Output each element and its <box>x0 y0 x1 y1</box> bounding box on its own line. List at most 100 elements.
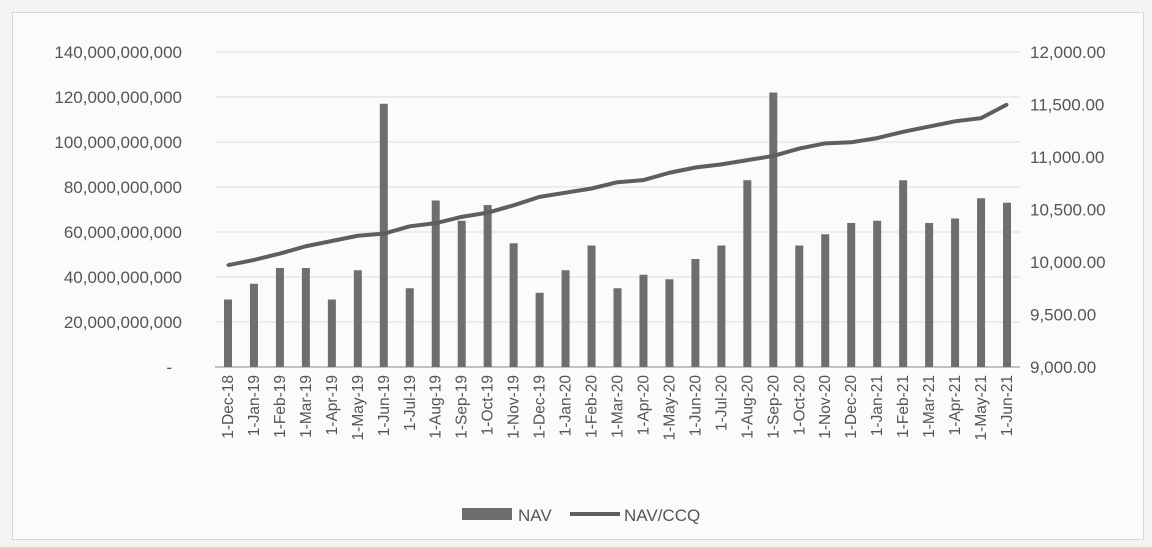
left-tick-label: 120,000,000,000 <box>54 88 182 107</box>
nav-ccq-line <box>226 102 1009 268</box>
nav-bar <box>821 234 830 367</box>
nav-bar <box>1003 202 1012 367</box>
nav-ccq-point <box>564 191 568 195</box>
right-tick-label: 10,000.00 <box>1030 253 1106 272</box>
left-tick-label: 40,000,000,000 <box>64 268 182 287</box>
legend-label-nav-ccq: NAV/CCQ <box>624 506 700 525</box>
nav-ccq-point <box>667 171 671 175</box>
x-tick-label: 1-Jun-19 <box>376 375 393 436</box>
x-tick-label: 1-Apr-19 <box>324 375 341 435</box>
right-tick-label: 9,500.00 <box>1030 306 1096 325</box>
nav-ccq-point <box>460 215 464 219</box>
nav-bar <box>457 220 466 367</box>
nav-bar <box>535 292 544 367</box>
nav-bar <box>301 268 310 367</box>
nav-bar <box>275 268 284 367</box>
nav-ccq-point <box>304 244 308 248</box>
nav-ccq-series-line <box>227 102 1008 268</box>
legend-label-nav: NAV <box>518 506 552 525</box>
x-tick-label: 1-Feb-19 <box>272 375 289 438</box>
x-tick-label: 1-Sep-19 <box>454 375 471 439</box>
nav-bar <box>353 270 362 367</box>
nav-ccq-point <box>901 130 905 134</box>
nav-bar <box>743 180 752 367</box>
x-tick-label: 1-May-21 <box>973 375 990 440</box>
nav-bar <box>925 223 934 367</box>
legend-swatch-nav <box>462 508 512 520</box>
nav-ccq-point <box>1005 103 1009 106</box>
x-tick-label: 1-May-19 <box>350 375 367 440</box>
right-tick-label: 9,000.00 <box>1030 358 1096 377</box>
x-tick-label: 1-Jun-20 <box>687 375 704 437</box>
nav-bars <box>223 92 1012 367</box>
x-axis-labels: 1-Dec-18 1-Jan-19 1-Feb-19 1-Mar-19 1-Apr-19… <box>220 375 1016 441</box>
nav-bar <box>431 200 440 367</box>
nav-bar <box>613 288 622 367</box>
x-tick-label: 1-May-20 <box>661 375 678 441</box>
nav-ccq-point <box>693 166 697 169</box>
x-tick-label: 1-Jul-20 <box>713 375 730 431</box>
left-tick-label: 20,000,000,000 <box>64 313 182 332</box>
right-axis-labels: 9,000.00 9,500.00 10,000.00 10,500.00 11,000… <box>1030 43 1106 377</box>
nav-ccq-point <box>434 221 438 225</box>
nav-ccq-point <box>875 136 879 140</box>
nav-ccq-point <box>719 162 723 166</box>
x-tick-label: 1-Nov-19 <box>506 375 523 439</box>
nav-ccq-point <box>252 258 256 262</box>
nav-bar <box>717 245 726 367</box>
right-tick-label: 11,500.00 <box>1030 96 1104 115</box>
nav-bar <box>483 205 492 367</box>
nav-bar <box>847 223 856 367</box>
nav-bar <box>795 245 804 367</box>
right-tick-label: 11,000.00 <box>1030 148 1104 167</box>
x-tick-label: 1-Apr-20 <box>635 375 652 436</box>
gridlines <box>215 51 1020 368</box>
nav-ccq-point <box>823 141 827 145</box>
left-tick-label: - <box>166 358 172 377</box>
x-tick-label: 1-Dec-19 <box>532 375 549 439</box>
left-tick-label: 100,000,000,000 <box>54 133 182 152</box>
nav-ccq-point <box>745 158 749 162</box>
nav-ccq-point <box>927 125 931 129</box>
x-tick-label: 1-Apr-21 <box>947 375 964 435</box>
x-tick-label: 1-Feb-21 <box>895 375 912 438</box>
nav-bar <box>405 288 414 367</box>
x-tick-label: 1-Mar-20 <box>610 375 627 438</box>
x-tick-label: 1-Oct-20 <box>791 375 808 436</box>
x-tick-label: 1-Sep-20 <box>765 375 782 439</box>
right-tick-label: 12,000.00 <box>1030 43 1106 62</box>
x-tick-label: 1-Jan-21 <box>869 375 886 436</box>
x-tick-label: 1-Aug-20 <box>739 375 756 439</box>
x-tick-label: 1-Jan-19 <box>246 375 263 436</box>
x-tick-label: 1-Jun-21 <box>999 375 1016 436</box>
nav-bar <box>223 299 232 367</box>
nav-bar <box>639 274 648 367</box>
nav-bar <box>327 299 336 367</box>
nav-bar <box>769 92 778 367</box>
nav-bar <box>509 243 518 367</box>
nav-ccq-point <box>278 252 282 256</box>
nav-bar <box>977 198 986 367</box>
x-tick-label: 1-Oct-19 <box>480 375 497 435</box>
x-tick-label: 1-Jul-19 <box>402 375 419 431</box>
nav-bar <box>561 270 570 367</box>
nav-ccq-point <box>953 119 957 123</box>
x-tick-label: 1-Jan-20 <box>558 375 575 437</box>
left-axis-labels: - 20,000,000,000 40,000,000,000 60,000,000,… <box>54 43 182 377</box>
nav-ccq-point <box>382 232 386 236</box>
nav-bar <box>951 218 960 367</box>
nav-bar <box>873 220 882 367</box>
nav-ccq-point <box>356 234 360 238</box>
x-tick-label: 1-Mar-19 <box>298 375 315 438</box>
nav-ccq-point <box>538 195 542 199</box>
nav-bar <box>249 283 258 367</box>
left-tick-label: 140,000,000,000 <box>54 43 182 62</box>
nav-ccq-point <box>771 154 775 158</box>
nav-bar <box>899 180 908 367</box>
nav-ccq-point <box>226 263 230 267</box>
right-tick-label: 10,500.00 <box>1030 201 1106 220</box>
nav-ccq-point <box>330 239 334 243</box>
left-tick-label: 80,000,000,000 <box>64 178 182 197</box>
x-tick-label: 1-Aug-19 <box>428 375 445 439</box>
legend: NAV NAV/CCQ <box>462 506 700 525</box>
